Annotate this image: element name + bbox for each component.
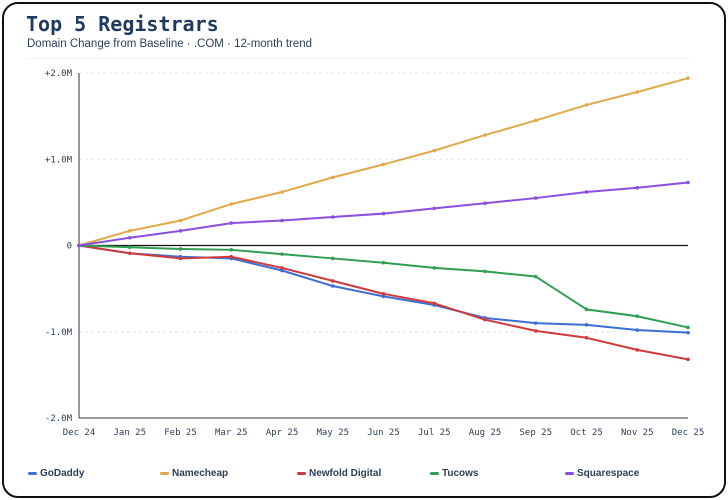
data-point xyxy=(635,314,640,319)
x-tick-label: Dec 24 xyxy=(63,428,96,438)
y-tick-label: -1.0M xyxy=(45,328,73,338)
data-point xyxy=(483,201,487,206)
legend-item[interactable]: Squarespace xyxy=(565,468,639,479)
data-point xyxy=(432,301,437,306)
chart-subtitle: Domain Change from Baseline · .COM · 12-… xyxy=(27,38,313,50)
legend-swatch xyxy=(430,472,439,475)
data-point xyxy=(584,307,589,312)
legend-label: Tucows xyxy=(442,468,479,479)
data-point xyxy=(686,325,690,330)
data-point xyxy=(280,268,284,273)
legend-label: Squarespace xyxy=(577,468,640,479)
data-point xyxy=(432,148,437,153)
divider xyxy=(27,58,689,59)
legend-swatch xyxy=(565,472,574,475)
data-point xyxy=(686,357,690,362)
data-point xyxy=(635,185,640,190)
data-point xyxy=(127,251,132,256)
data-point xyxy=(229,254,234,259)
data-point xyxy=(178,218,183,223)
series-line-godaddy xyxy=(78,244,689,334)
x-tick-label: Jun 25 xyxy=(367,428,400,438)
chart-title: Top 5 Registrars xyxy=(26,12,219,36)
data-point xyxy=(381,292,386,296)
data-point xyxy=(483,269,487,274)
data-point xyxy=(635,90,640,94)
data-point xyxy=(483,317,487,322)
x-tick-label: Jan 25 xyxy=(113,428,146,438)
x-tick-label: Oct 25 xyxy=(570,428,603,438)
legend-swatch xyxy=(28,472,37,475)
data-point xyxy=(381,211,386,216)
data-point xyxy=(432,266,437,270)
data-point xyxy=(330,279,335,283)
series-line-namecheap xyxy=(78,77,689,247)
x-tick-label: Feb 25 xyxy=(164,428,197,438)
y-tick-label: +1.0M xyxy=(45,155,73,165)
data-point xyxy=(686,330,690,335)
y-tick-label: -2.0M xyxy=(45,414,73,424)
data-point xyxy=(127,235,132,240)
x-tick-label: Aug 25 xyxy=(469,428,502,438)
x-tick-label: Mar 25 xyxy=(215,428,248,438)
data-point xyxy=(77,243,81,248)
legend-swatch xyxy=(297,472,306,475)
data-point xyxy=(635,328,640,332)
legend-label: Namecheap xyxy=(172,468,229,479)
data-point xyxy=(533,321,538,325)
y-tick-label: +2.0M xyxy=(45,69,73,79)
data-point xyxy=(584,335,589,340)
x-tick-label: May 25 xyxy=(316,428,349,438)
data-point xyxy=(381,294,386,299)
data-point xyxy=(330,256,335,261)
data-point xyxy=(178,256,183,261)
data-point xyxy=(533,274,538,279)
x-tick-label: Jul 25 xyxy=(418,428,451,438)
data-point xyxy=(533,118,538,123)
x-tick-label: Apr 25 xyxy=(266,428,299,438)
data-point xyxy=(178,229,183,233)
legend-item[interactable]: Tucows xyxy=(430,468,478,479)
data-point xyxy=(533,196,538,200)
data-point xyxy=(381,162,386,167)
data-point xyxy=(483,133,487,137)
data-point xyxy=(686,180,690,185)
data-point xyxy=(584,323,589,327)
data-point xyxy=(584,103,589,107)
x-tick-label: Dec 25 xyxy=(672,428,705,438)
legend-label: GoDaddy xyxy=(40,468,85,479)
data-point xyxy=(229,202,234,206)
legend-item[interactable]: Namecheap xyxy=(160,468,228,479)
data-point xyxy=(229,248,234,252)
data-point xyxy=(432,206,437,211)
legend-item[interactable]: GoDaddy xyxy=(28,468,84,479)
legend-swatch xyxy=(160,472,169,475)
legend-item[interactable]: Newfold Digital xyxy=(297,468,381,479)
legend-label: Newfold Digital xyxy=(309,468,382,479)
data-point xyxy=(330,284,335,288)
data-point xyxy=(330,175,335,180)
data-point xyxy=(635,348,640,352)
data-point xyxy=(280,266,284,270)
x-tick-label: Sep 25 xyxy=(519,428,552,438)
data-point xyxy=(533,329,538,333)
data-point xyxy=(280,252,284,256)
data-point xyxy=(280,190,284,194)
data-point xyxy=(127,229,132,233)
x-tick-label: Nov 25 xyxy=(621,428,654,438)
data-point xyxy=(178,247,183,251)
y-tick-label: 0 xyxy=(67,242,72,252)
data-point xyxy=(381,260,386,265)
data-point xyxy=(584,190,589,194)
data-point xyxy=(280,218,284,223)
data-point xyxy=(330,215,335,219)
data-point xyxy=(229,221,234,225)
data-point xyxy=(686,76,690,80)
data-point xyxy=(127,245,132,250)
